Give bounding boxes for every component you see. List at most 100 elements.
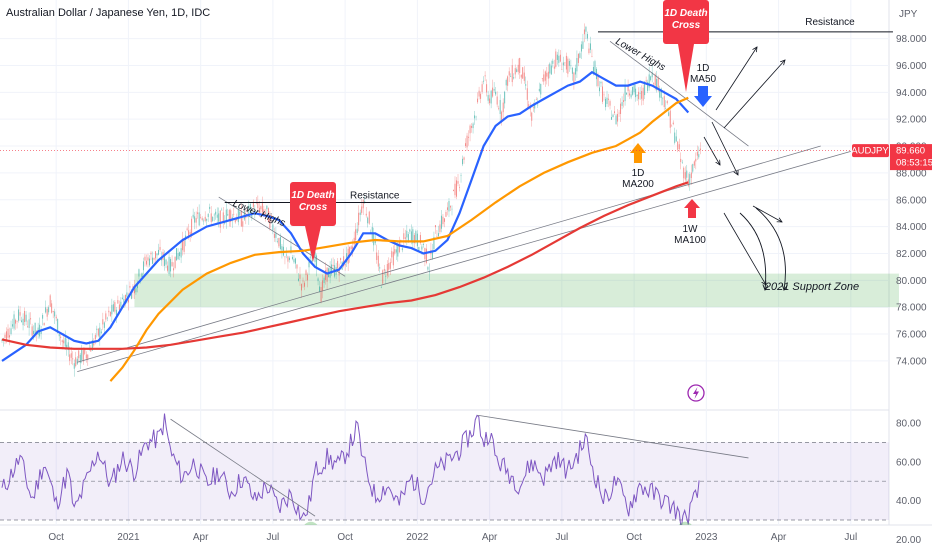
- candle-body: [475, 116, 477, 118]
- candle-body: [373, 232, 375, 246]
- candle-body: [284, 256, 286, 258]
- candle-body: [263, 209, 265, 216]
- candle-body: [419, 235, 421, 244]
- lightning-icon-bolt: [693, 387, 699, 399]
- candle-body: [522, 67, 524, 79]
- rsi-line[interactable]: [1, 413, 700, 530]
- candle-body: [307, 274, 309, 281]
- candle-body: [310, 256, 312, 258]
- candle-body: [12, 324, 14, 327]
- candle-body: [233, 213, 235, 215]
- candle-body: [612, 114, 614, 118]
- candle-body: [182, 238, 184, 251]
- candle-body: [58, 334, 60, 337]
- candle-body: [246, 209, 248, 212]
- ma100w-line[interactable]: [1, 181, 689, 350]
- projection-curve-1[interactable]: [739, 212, 766, 290]
- candle-body: [517, 64, 519, 72]
- candle-body: [236, 218, 238, 221]
- candle-body: [144, 256, 146, 261]
- candle-body: [484, 75, 486, 77]
- candle-body: [150, 252, 152, 255]
- rsi-axis-tick: 20.00: [896, 535, 921, 546]
- projection-arrow-2[interactable]: [723, 60, 785, 129]
- projection-arrow-6[interactable]: [752, 205, 782, 222]
- candle-body: [222, 212, 224, 222]
- rising-trendline-lower[interactable]: [77, 151, 851, 373]
- candle-body: [34, 322, 36, 335]
- candle-body: [388, 263, 390, 270]
- candle-body: [261, 203, 263, 213]
- rising-trendline-upper[interactable]: [77, 145, 821, 363]
- last-price-tag[interactable]: AUDJPY 89.660 08:53:15: [851, 144, 932, 171]
- candle-body: [498, 108, 500, 109]
- candle-body: [629, 93, 631, 96]
- candle-body: [611, 116, 613, 120]
- candle-body: [308, 261, 310, 268]
- candle-body: [291, 256, 293, 260]
- projection-arrow-4[interactable]: [711, 121, 738, 175]
- candle-body: [249, 204, 251, 209]
- rsi-trendline-1[interactable]: [170, 418, 316, 517]
- candle-body: [290, 246, 292, 254]
- candle-body: [445, 211, 447, 217]
- projection-curve-2[interactable]: [755, 207, 785, 290]
- support-zone[interactable]: [134, 273, 899, 308]
- ma50-arrow-icon: [694, 86, 712, 107]
- candle-body: [91, 340, 93, 351]
- projection-arrow-1[interactable]: [715, 47, 757, 111]
- candle-body: [525, 84, 527, 86]
- candle-body: [538, 88, 540, 92]
- lower-highs-line-1[interactable]: [218, 196, 346, 277]
- candle-body: [589, 43, 591, 50]
- candle-body: [550, 65, 552, 75]
- candle-body: [27, 326, 29, 328]
- price-axis-tick: 86.000: [896, 195, 927, 206]
- candle-body: [258, 207, 260, 215]
- projection-arrow-3[interactable]: [703, 136, 720, 165]
- ma50-line[interactable]: [1, 70, 690, 362]
- candle-body: [546, 72, 548, 77]
- candle-body: [153, 257, 155, 260]
- candle-body: [648, 74, 650, 88]
- candle-body: [240, 210, 242, 227]
- candle-body: [304, 282, 306, 287]
- candle-body: [520, 74, 522, 78]
- candle-body: [52, 310, 54, 313]
- price-tag-countdown: 08:53:15: [896, 158, 932, 169]
- price-axis-tick: 94.000: [896, 88, 927, 99]
- price-axis-tick: 88.000: [896, 168, 927, 179]
- rsi-trendline-2[interactable]: [477, 414, 749, 459]
- candle-body: [439, 224, 441, 232]
- ma100w-label-line-1: 1W: [683, 224, 699, 235]
- ma200-line[interactable]: [109, 96, 689, 382]
- candle-body: [465, 143, 467, 146]
- candle-body: [379, 267, 381, 269]
- candle-body: [474, 115, 476, 119]
- candle-body: [514, 68, 516, 75]
- candle-body: [257, 201, 259, 209]
- lightning-event-icon[interactable]: [687, 384, 705, 402]
- candle-body: [78, 350, 80, 359]
- projection-arrow-5[interactable]: [723, 212, 766, 285]
- candle-body: [493, 89, 495, 91]
- candle-body: [167, 265, 169, 271]
- candle-body: [201, 218, 203, 221]
- candle-body: [552, 60, 554, 64]
- candle-body: [421, 246, 423, 250]
- lower-highs-line-2[interactable]: [609, 40, 749, 147]
- candle-body: [138, 269, 140, 277]
- candle-body: [221, 209, 223, 211]
- rsi-oversold-highlight-1: [304, 521, 318, 525]
- candle-body: [234, 219, 236, 223]
- price-axis-tick: 92.000: [896, 115, 927, 126]
- price-axis-tick: 74.000: [896, 356, 927, 367]
- candle-body: [356, 228, 358, 233]
- candle-body: [228, 209, 230, 220]
- candle-body: [466, 135, 468, 148]
- candle-body: [693, 161, 695, 166]
- price-axis-tick: 98.000: [896, 34, 927, 45]
